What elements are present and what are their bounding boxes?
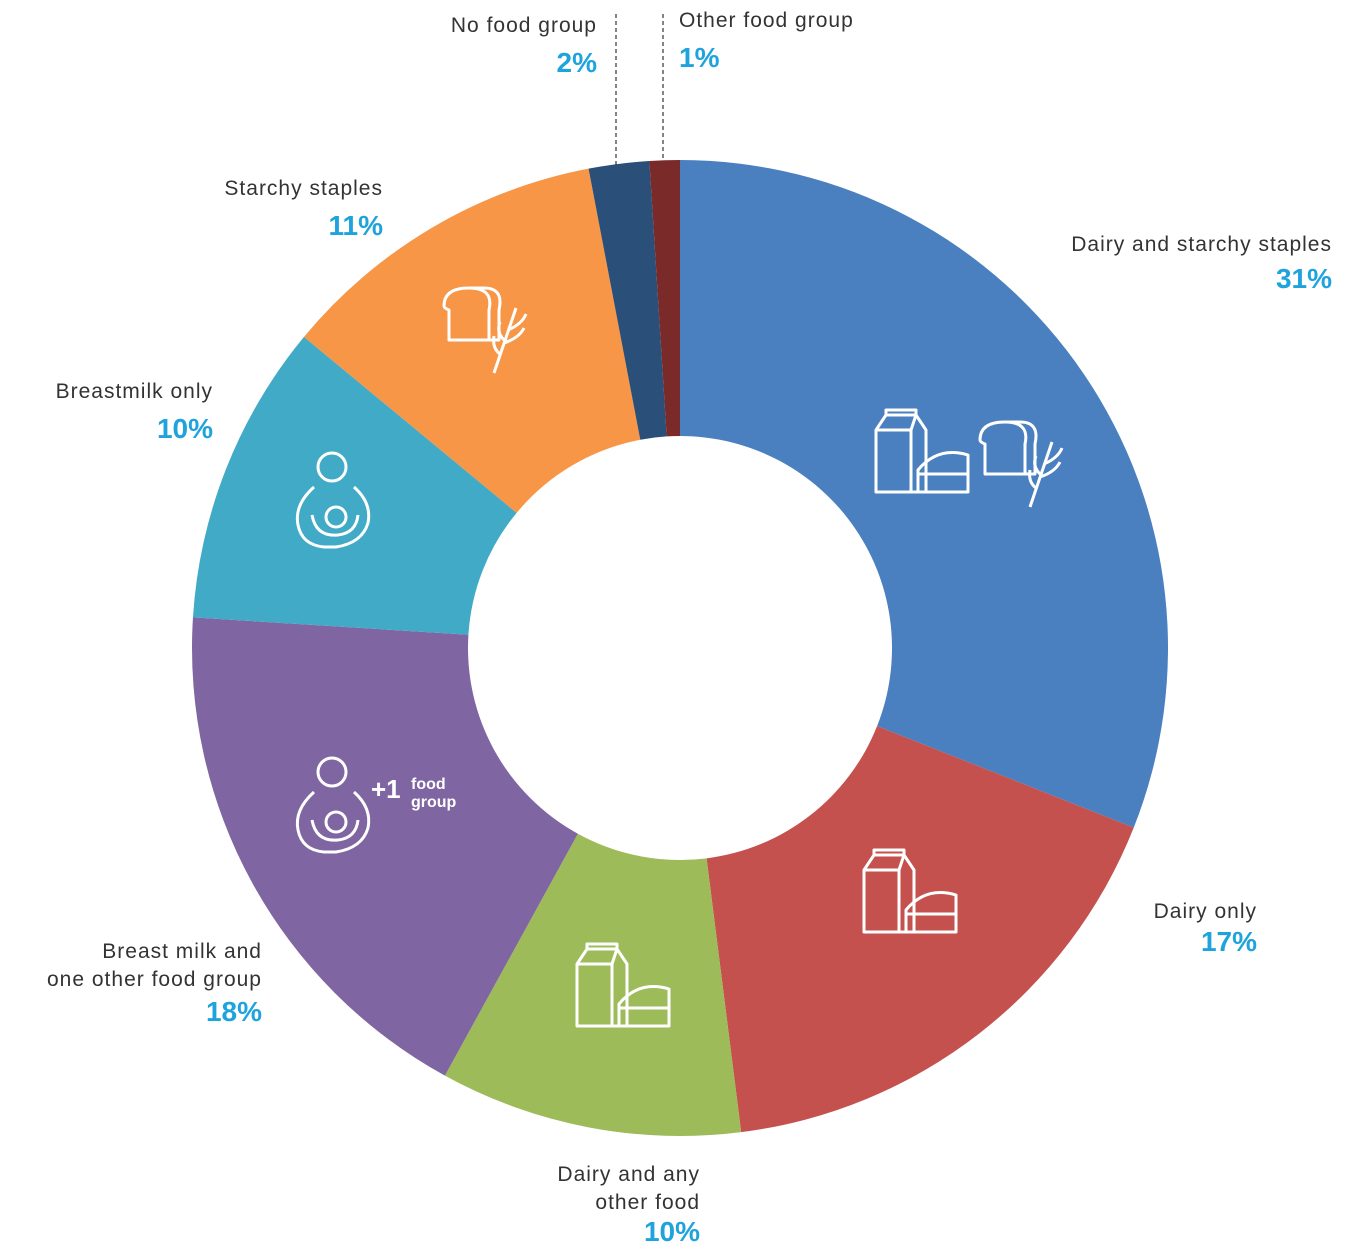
carton: [575, 942, 629, 1028]
value-label: 2%: [556, 47, 597, 78]
carton: [862, 848, 916, 934]
wheat: [492, 307, 528, 374]
slice-label: Dairy and any other food: [557, 1163, 700, 1214]
loaf: [978, 420, 1038, 476]
cheese: [916, 451, 970, 494]
wheat: [1028, 441, 1064, 508]
value-label: 10%: [156, 413, 213, 444]
icon: [874, 408, 970, 494]
carton: [874, 408, 928, 494]
slice: [680, 160, 1168, 828]
slice-label: No food group: [450, 14, 597, 37]
value-label: 1%: [679, 42, 720, 73]
value-label: 11%: [328, 210, 384, 241]
body: [295, 485, 371, 549]
slice: [588, 160, 667, 440]
arm: [310, 819, 360, 842]
loaf: [442, 286, 502, 342]
icon: [442, 286, 528, 374]
cheese: [617, 985, 671, 1028]
head: [316, 756, 348, 788]
baby: [324, 505, 348, 529]
icon: [978, 420, 1064, 508]
slice-label: Breastmilk only: [55, 380, 213, 403]
head: [316, 451, 348, 483]
slice-label: Other food group: [679, 9, 854, 32]
arm: [310, 514, 360, 537]
slice: [706, 726, 1134, 1133]
icon-text: food: [411, 776, 446, 793]
cheese: [904, 891, 958, 934]
icon-text: group: [411, 794, 457, 811]
icon: [295, 451, 371, 549]
baby: [324, 810, 348, 834]
icon-text: +1: [371, 774, 401, 804]
slice: [191, 617, 578, 1076]
slice-label: Dairy and starchy staples: [1071, 233, 1332, 256]
value-label: 31%: [1275, 263, 1332, 294]
slice-label: Breast milk and one other food group: [47, 940, 262, 991]
value-label: 10%: [643, 1216, 700, 1247]
icon: [575, 942, 671, 1028]
icon: [295, 756, 371, 854]
slice: [649, 160, 680, 437]
value-label: 18%: [205, 996, 262, 1027]
value-label: 17%: [1200, 926, 1257, 957]
slice: [192, 336, 517, 635]
slice-label: Starchy staples: [224, 177, 383, 200]
slice: [444, 833, 742, 1136]
body: [295, 790, 371, 854]
icon: [862, 848, 958, 934]
slice-label: Dairy only: [1153, 900, 1257, 923]
